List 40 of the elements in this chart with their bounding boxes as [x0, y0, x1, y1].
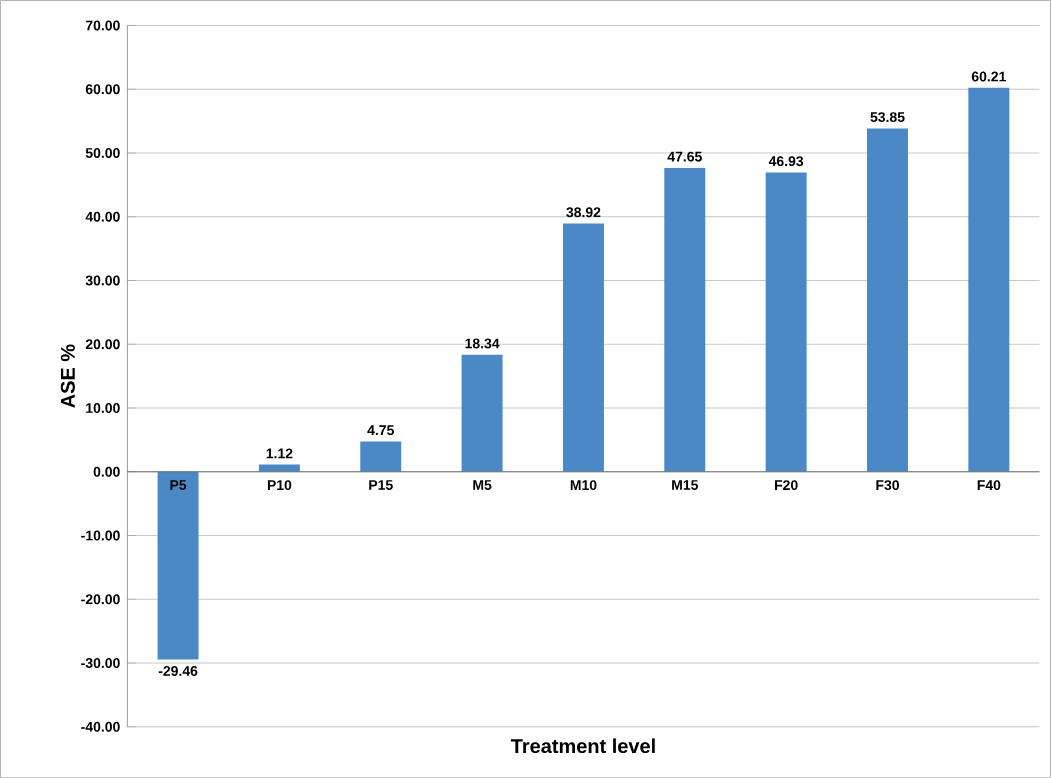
data-label: 60.21	[971, 71, 1006, 82]
x-tick-label: F20	[775, 480, 798, 490]
x-tick-label: M15	[672, 480, 699, 490]
y-tick-label: -20.00	[81, 594, 120, 605]
data-label: 53.85	[870, 112, 905, 122]
y-axis-title: ASE %	[60, 344, 75, 408]
y-tick-label: -40.00	[81, 721, 120, 732]
bar	[968, 87, 1010, 472]
data-label: 4.75	[367, 425, 394, 435]
data-label: 1.12	[266, 448, 293, 459]
bar	[562, 223, 604, 472]
y-tick-label: 20.00	[85, 339, 120, 350]
y-tick-label: 60.00	[85, 84, 120, 95]
y-tick-label: 40.00	[85, 211, 120, 222]
y-tick-label: 0.00	[93, 466, 120, 477]
bar	[867, 128, 908, 472]
y-tick-label: 10.00	[86, 402, 120, 413]
data-label: -29.46	[158, 665, 198, 676]
data-label: 46.93	[768, 156, 804, 167]
x-tick-label: P15	[369, 480, 393, 490]
y-tick-label: -10.00	[81, 530, 120, 541]
x-tick-label: P5	[170, 480, 187, 490]
bar	[664, 167, 706, 472]
y-tick-label: 30.00	[85, 275, 120, 286]
bar	[765, 172, 807, 472]
y-tick-label: 70.00	[85, 20, 120, 31]
bar	[360, 441, 402, 472]
x-axis-title: Treatment level	[510, 738, 655, 753]
x-tick-label: F40	[977, 480, 1001, 490]
data-label: 18.34	[465, 338, 500, 349]
x-tick-label: P10	[267, 480, 292, 490]
x-tick-label: F30	[876, 480, 899, 490]
y-tick-label: 50.00	[85, 147, 120, 158]
y-tick-label: -30.00	[81, 657, 120, 668]
x-tick-label: M5	[473, 480, 492, 490]
data-label: 38.92	[566, 207, 601, 218]
x-tick-label: M10	[570, 480, 597, 490]
bar	[157, 471, 199, 660]
data-label: 47.65	[667, 151, 702, 162]
bar	[461, 354, 503, 472]
